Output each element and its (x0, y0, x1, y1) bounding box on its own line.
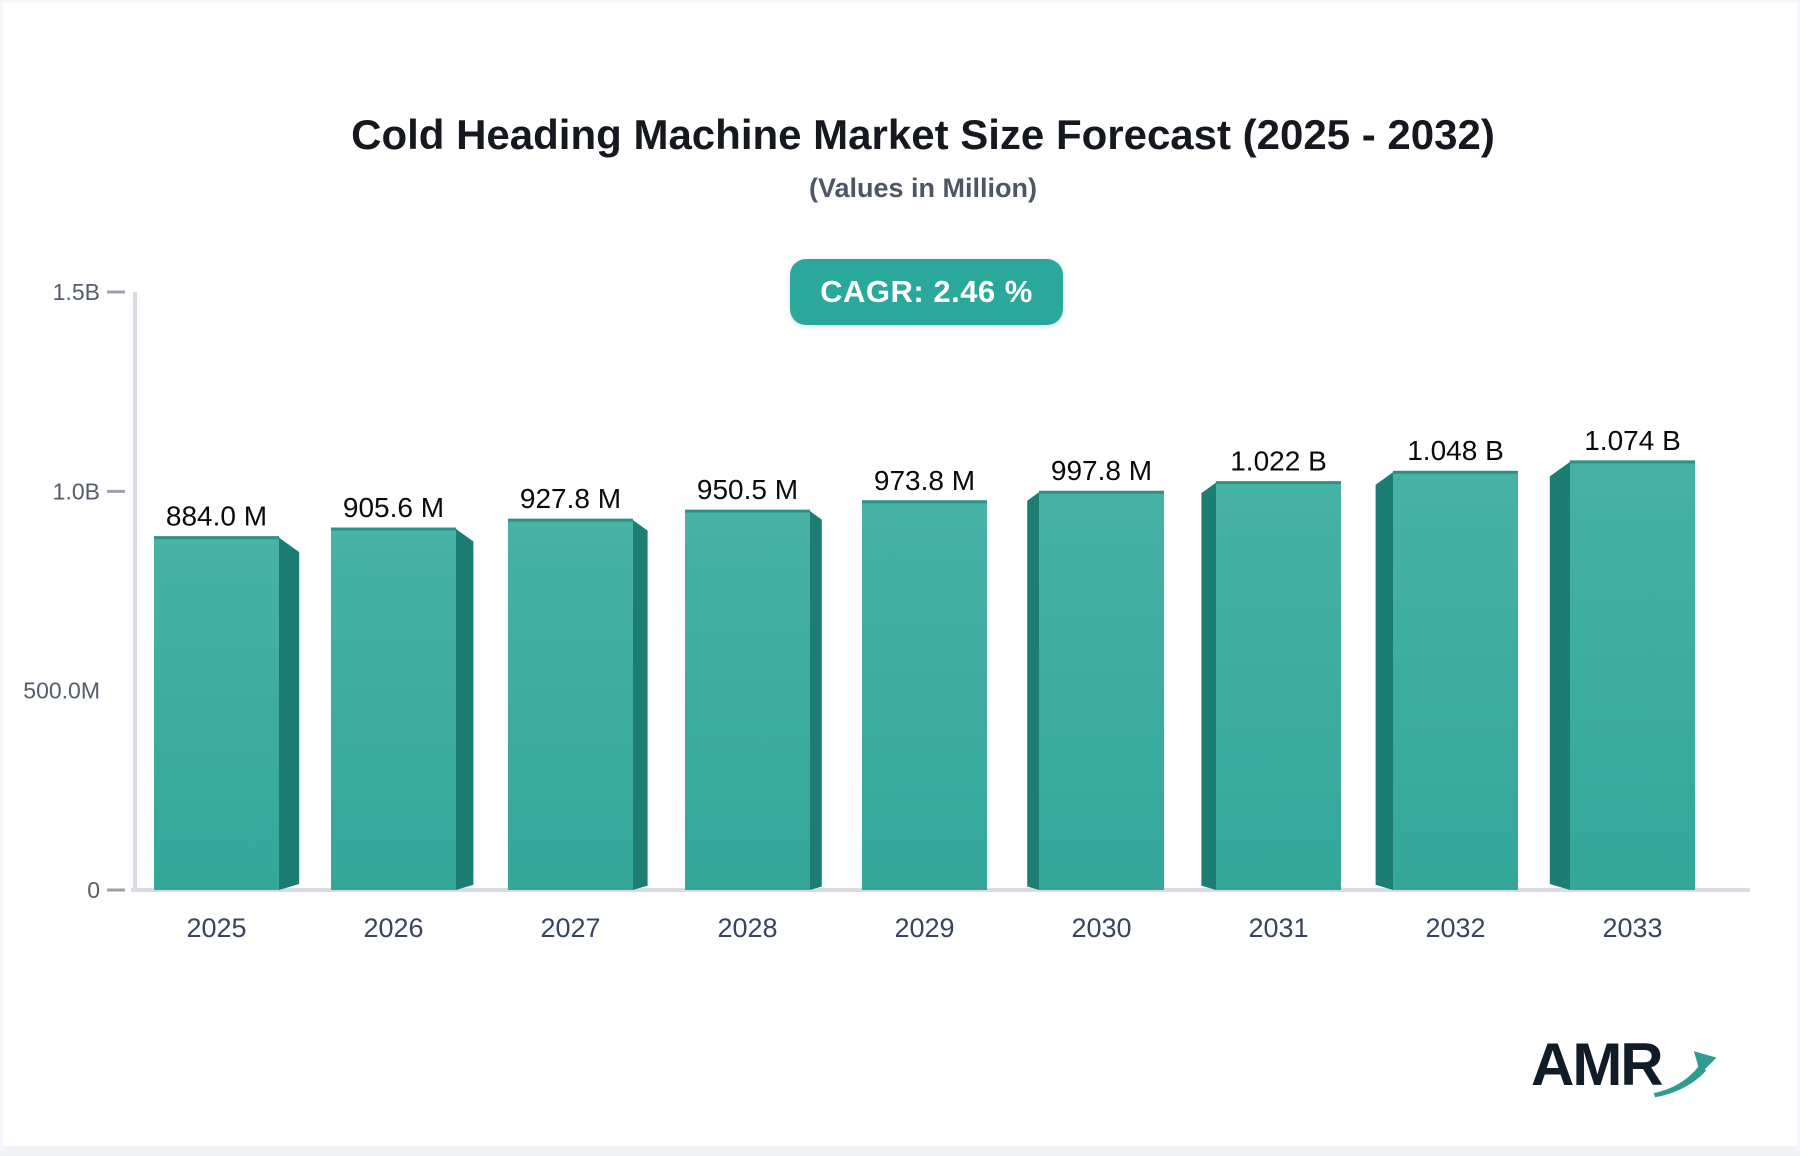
bar-value-label-2031: 1.022 B (1230, 446, 1327, 477)
bar-2029[interactable] (862, 501, 987, 890)
page-subtitle: (Values in Million) (808, 173, 1038, 203)
bar-side-2027 (633, 520, 648, 890)
cagr-badge-label: CAGR: 2.46 % (820, 274, 1033, 309)
bar-value-label-2030: 997.8 M (1051, 455, 1152, 486)
x-axis-label-2031: 2031 (1248, 913, 1308, 943)
bar-side-2030 (1027, 492, 1039, 890)
x-axis-label-2028: 2028 (717, 913, 777, 943)
bar-side-2025 (279, 537, 300, 890)
x-axis-label-2029: 2029 (894, 913, 954, 943)
y-axis-label-500.0M: 500.0M (23, 678, 100, 704)
x-axis-label-2026: 2026 (363, 913, 423, 943)
chart-header: Cold Heading Machine Market Size Forecas… (43, 3, 1797, 204)
bar-2031[interactable] (1216, 482, 1341, 890)
bar-side-2031 (1201, 482, 1216, 890)
y-axis-label-0: 0 (87, 877, 100, 903)
bar-2030[interactable] (1039, 492, 1164, 890)
x-axis-label-2025: 2025 (186, 913, 246, 943)
bar-value-label-2028: 950.5 M (697, 474, 798, 505)
bar-2032[interactable] (1393, 472, 1518, 890)
bar-2025[interactable] (154, 537, 279, 890)
cagr-badge: CAGR: 2.46 % (790, 259, 1063, 325)
x-axis-label-2027: 2027 (540, 913, 600, 943)
bar-2028[interactable] (685, 511, 810, 890)
bar-value-label-2025: 884.0 M (166, 501, 267, 532)
market-forecast-chart: 1.5B 1.0B 500.0M 0 884.0 M 2025 905.6 M 2026 927… (23, 279, 1750, 943)
bar-side-2033 (1549, 461, 1570, 890)
x-axis-label-2030: 2030 (1071, 913, 1131, 943)
x-axis-label-2032: 2032 (1425, 913, 1485, 943)
bar-side-2032 (1375, 472, 1393, 890)
bar-value-label-2032: 1.048 B (1407, 435, 1504, 466)
bar-value-label-2027: 927.8 M (520, 483, 621, 514)
bar-side-2028 (810, 511, 822, 890)
bar-value-label-2029: 973.8 M (874, 465, 975, 496)
x-axis-label-2033: 2033 (1602, 913, 1662, 943)
bar-value-label-2033: 1.074 B (1584, 425, 1681, 456)
bar-2027[interactable] (508, 520, 633, 890)
bar-value-label-2026: 905.6 M (343, 492, 444, 523)
amr-logo-text: AMR (1531, 1031, 1664, 1098)
bar-2026[interactable] (331, 528, 456, 890)
bar-2033[interactable] (1570, 461, 1695, 890)
y-axis-label-1.0B: 1.0B (53, 478, 100, 504)
logo-growth-arrow-icon (1653, 1051, 1717, 1098)
page-title: Cold Heading Machine Market Size Forecas… (351, 111, 1495, 158)
bar-side-2026 (456, 528, 474, 890)
y-axis-label-1.5B: 1.5B (53, 279, 100, 305)
amr-logo: AMR (1531, 1035, 1721, 1105)
